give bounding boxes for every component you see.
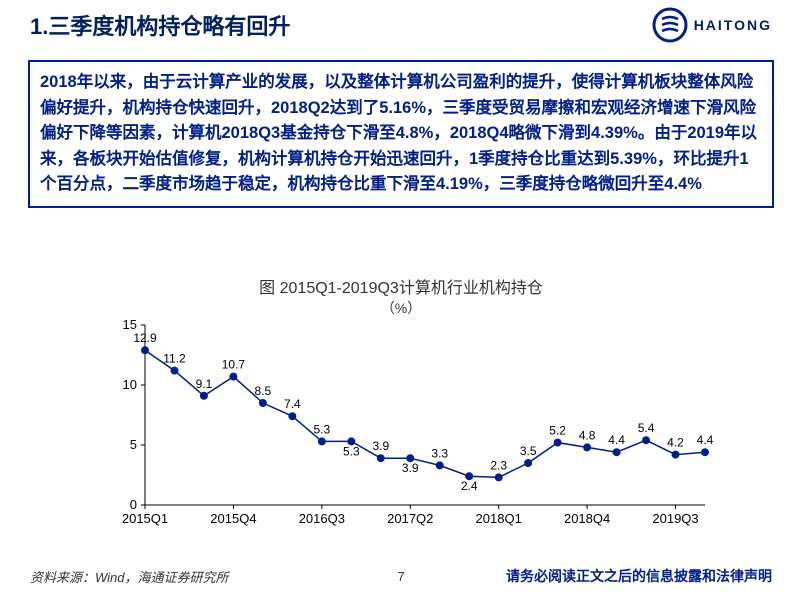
- svg-text:2018Q1: 2018Q1: [476, 511, 522, 526]
- svg-text:10.7: 10.7: [222, 358, 246, 372]
- svg-text:5.3: 5.3: [343, 444, 360, 458]
- svg-text:3.9: 3.9: [402, 461, 419, 475]
- svg-text:11.2: 11.2: [163, 352, 186, 366]
- svg-text:2018Q4: 2018Q4: [564, 511, 610, 526]
- haitong-logo-icon: [652, 7, 688, 43]
- svg-text:8.5: 8.5: [255, 384, 272, 398]
- page-title: 1.三季度机构持仓略有回升: [30, 9, 290, 41]
- svg-text:2019Q3: 2019Q3: [652, 511, 698, 526]
- svg-text:15: 15: [123, 317, 137, 332]
- svg-text:2016Q3: 2016Q3: [299, 511, 345, 526]
- svg-text:4.2: 4.2: [667, 436, 684, 450]
- svg-text:5.4: 5.4: [638, 421, 655, 435]
- svg-text:2015Q1: 2015Q1: [122, 511, 168, 526]
- page-header: 1.三季度机构持仓略有回升 HAITONG: [0, 0, 802, 50]
- svg-text:5.3: 5.3: [313, 422, 330, 436]
- brand-logo-text: HAITONG: [694, 17, 772, 33]
- svg-text:3.3: 3.3: [431, 446, 448, 460]
- svg-text:12.9: 12.9: [133, 331, 157, 345]
- svg-text:2.4: 2.4: [461, 479, 478, 493]
- page-number: 7: [397, 569, 404, 584]
- svg-text:2.3: 2.3: [490, 458, 507, 472]
- line-chart: 0 5 10 15 2015Q1 2015Q4 2016Q3 2017Q2 2018Q1 2018…: [95, 280, 715, 540]
- svg-text:3.9: 3.9: [372, 439, 389, 453]
- svg-text:5.2: 5.2: [549, 424, 566, 438]
- svg-text:10: 10: [123, 377, 137, 392]
- svg-text:2017Q2: 2017Q2: [387, 511, 433, 526]
- page-footer: 资料来源：Wind，海通证券研究所 7 请务必阅读正文之后的信息披露和法律声明: [0, 566, 802, 586]
- svg-text:4.4: 4.4: [608, 433, 625, 447]
- svg-text:7.4: 7.4: [284, 397, 301, 411]
- svg-text:4.4: 4.4: [697, 433, 714, 447]
- svg-text:3.5: 3.5: [520, 444, 537, 458]
- brand-logo: HAITONG: [652, 7, 772, 43]
- svg-text:9.1: 9.1: [196, 377, 213, 391]
- summary-text-box: 2018年以来，由于云计算产业的发展，以及整体计算机公司盈利的提升，使得计算机板…: [28, 60, 774, 208]
- disclaimer-text: 请务必阅读正文之后的信息披露和法律声明: [506, 566, 772, 586]
- svg-text:2015Q4: 2015Q4: [210, 511, 256, 526]
- svg-text:0: 0: [130, 497, 137, 512]
- svg-text:5: 5: [130, 437, 137, 452]
- svg-text:4.8: 4.8: [579, 428, 596, 442]
- data-source: 资料来源：Wind，海通证券研究所: [30, 567, 229, 586]
